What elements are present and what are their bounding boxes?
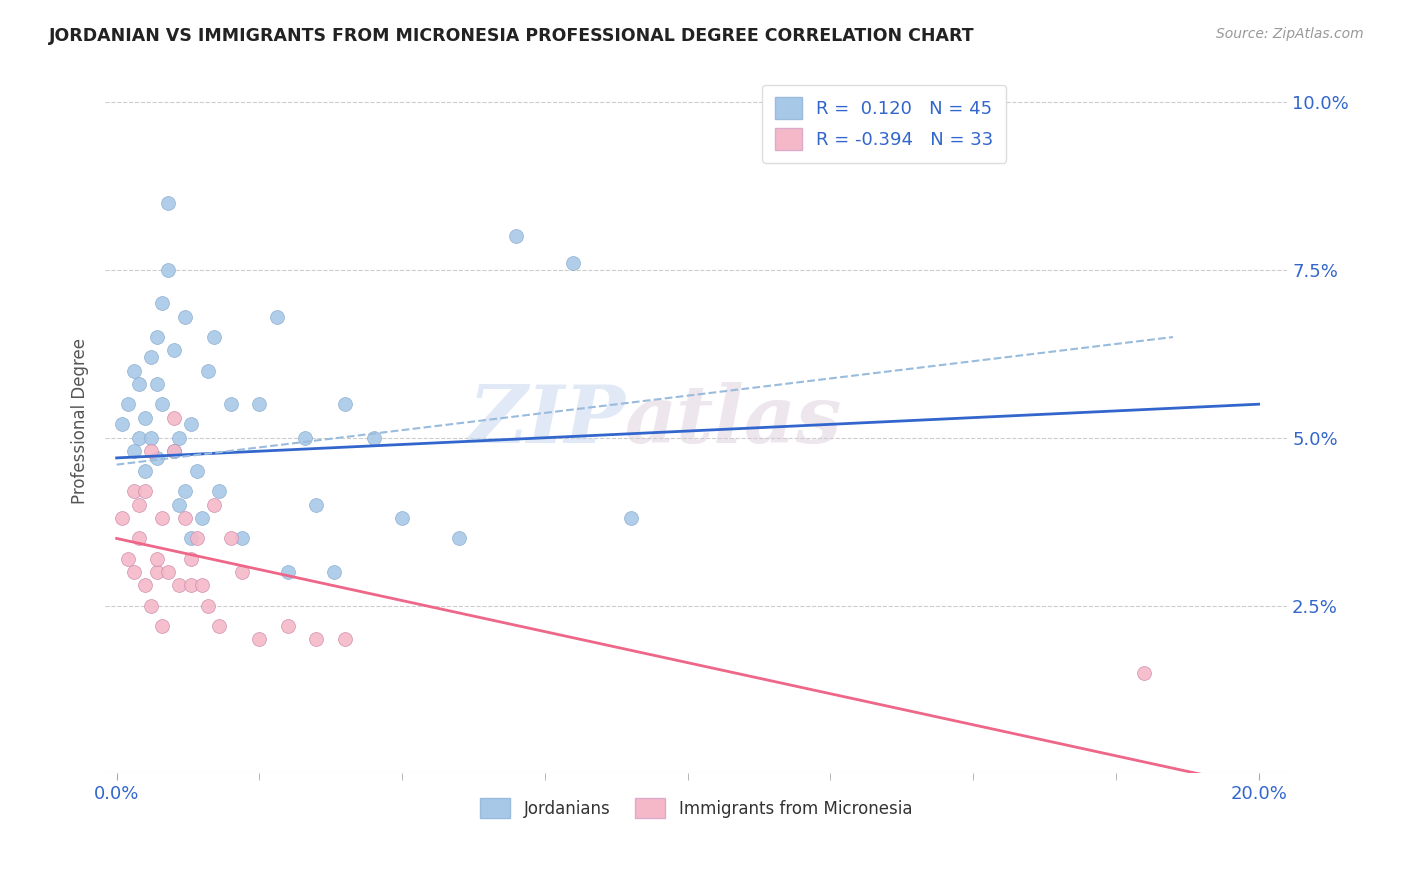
Point (145, 565, 167, 579)
Point (277, 565, 299, 579)
Point (122, 565, 145, 579)
Legend: Jordanians, Immigrants from Micronesia: Jordanians, Immigrants from Micronesia (474, 791, 920, 825)
Point (191, 511, 214, 525)
Point (169, 578, 191, 592)
Point (157, 263, 180, 277)
Point (128, 498, 150, 512)
Point (145, 377, 167, 392)
Point (449, 532, 471, 546)
Point (247, 632, 270, 647)
Text: Source: ZipAtlas.com: Source: ZipAtlas.com (1216, 27, 1364, 41)
Point (231, 532, 253, 546)
Point (145, 551, 167, 566)
Point (134, 578, 156, 592)
Point (231, 565, 253, 579)
Point (197, 599, 219, 613)
Point (202, 330, 225, 344)
Point (134, 464, 156, 478)
Point (1133, 665, 1156, 680)
Point (122, 484, 145, 499)
Text: ZIP: ZIP (468, 383, 626, 459)
Point (139, 599, 162, 613)
Point (208, 484, 231, 499)
Point (174, 511, 197, 525)
Point (111, 511, 134, 525)
Point (219, 532, 242, 546)
Point (505, 229, 527, 244)
Point (333, 397, 356, 411)
Point (186, 532, 208, 546)
Text: JORDANIAN VS IMMIGRANTS FROM MICRONESIA PROFESSIONAL DEGREE CORRELATION CHART: JORDANIAN VS IMMIGRANTS FROM MICRONESIA … (49, 27, 974, 45)
Point (117, 551, 139, 566)
Point (128, 532, 150, 546)
Point (145, 450, 167, 465)
Point (150, 618, 173, 632)
Point (139, 431, 162, 445)
Text: atlas: atlas (626, 383, 842, 459)
Point (163, 444, 186, 458)
Point (363, 431, 385, 445)
Point (150, 397, 173, 411)
Point (157, 195, 180, 210)
Point (305, 498, 328, 512)
Point (333, 632, 356, 647)
Point (391, 511, 413, 525)
Point (619, 511, 641, 525)
Point (150, 296, 173, 310)
Point (163, 410, 186, 425)
Point (191, 578, 214, 592)
Point (180, 417, 202, 432)
Point (117, 397, 139, 411)
Point (145, 330, 167, 344)
Point (197, 363, 219, 377)
Point (128, 377, 150, 392)
Point (169, 431, 191, 445)
Point (247, 397, 270, 411)
Point (208, 618, 231, 632)
Point (277, 618, 299, 632)
Point (150, 511, 173, 525)
Point (128, 431, 150, 445)
Point (180, 578, 202, 592)
Point (139, 350, 162, 364)
Point (322, 565, 344, 579)
Point (122, 363, 145, 377)
Point (219, 397, 242, 411)
Point (163, 343, 186, 358)
Point (266, 310, 288, 324)
Point (111, 417, 134, 432)
Point (139, 444, 162, 458)
Y-axis label: Professional Degree: Professional Degree (72, 338, 89, 504)
Point (174, 310, 197, 324)
Point (134, 484, 156, 499)
Point (134, 410, 156, 425)
Point (122, 444, 145, 458)
Point (202, 498, 225, 512)
Point (174, 484, 197, 499)
Point (562, 256, 585, 270)
Point (163, 444, 186, 458)
Point (180, 532, 202, 546)
Point (294, 431, 316, 445)
Point (305, 632, 328, 647)
Point (157, 565, 180, 579)
Point (180, 551, 202, 566)
Point (186, 464, 208, 478)
Point (169, 498, 191, 512)
